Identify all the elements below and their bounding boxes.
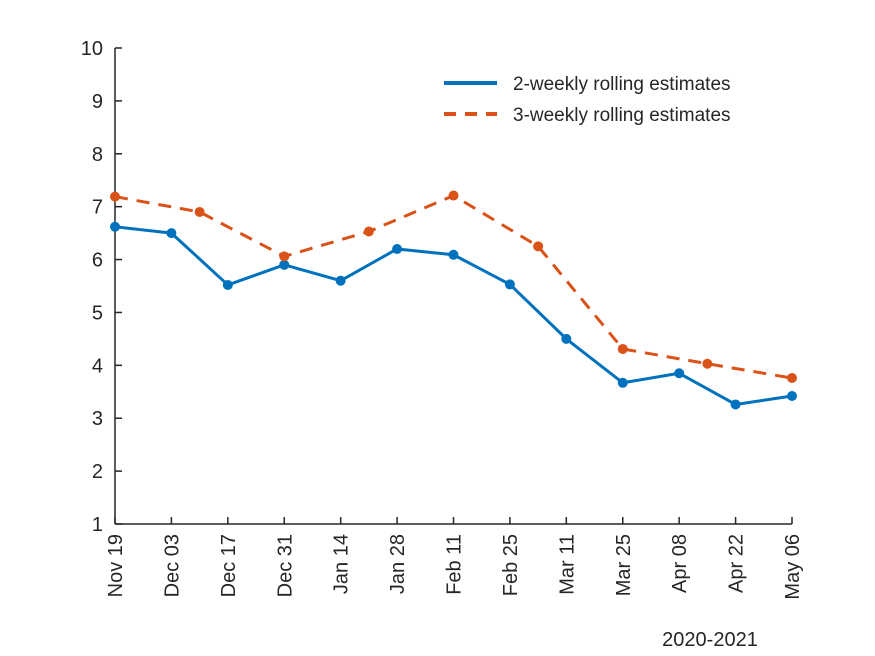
- data-point: [448, 190, 459, 201]
- data-point: [702, 358, 713, 369]
- y-tick-label: 5: [92, 302, 103, 324]
- x-axis-label: 2020-2021: [662, 629, 758, 651]
- y-tick-label: 8: [92, 144, 103, 166]
- legend-label-2-weekly: 2-weekly rolling estimates: [513, 74, 731, 95]
- y-ticks: 1 2 3 4 5 6 7 8 9 10: [81, 38, 122, 536]
- data-point: [335, 275, 346, 286]
- x-tick-label: Dec 31: [274, 534, 296, 597]
- x-ticks: Nov 19 Dec 03 Dec 17 Dec 31 Jan 14 Jan 28 Feb …: [105, 517, 804, 600]
- x-tick-label: Nov 19: [105, 534, 127, 597]
- x-tick-label: Feb 11: [444, 534, 466, 595]
- data-point: [787, 391, 797, 402]
- data-point: [279, 259, 290, 270]
- data-point: [363, 226, 374, 237]
- data-point: [617, 377, 628, 388]
- x-tick-label: Feb 25: [500, 534, 522, 596]
- data-point: [279, 251, 290, 262]
- y-tick-label: 2: [92, 461, 103, 483]
- data-point: [730, 399, 741, 410]
- data-point: [110, 221, 120, 232]
- legend: 2-weekly rolling estimates 3-weekly roll…: [444, 74, 731, 126]
- series-line-1: [114, 194, 793, 380]
- data-point: [392, 243, 403, 254]
- y-tick-label: 1: [92, 514, 103, 536]
- x-tick-label: Apr 08: [669, 534, 691, 593]
- data-point: [448, 249, 459, 260]
- legend-label-3-weekly: 3-weekly rolling estimates: [513, 105, 731, 126]
- data-point: [166, 228, 177, 239]
- y-tick-label: 10: [81, 38, 103, 60]
- data-point: [617, 343, 628, 354]
- x-tick-label: Mar 11: [556, 534, 578, 595]
- data-point: [110, 191, 120, 202]
- y-tick-label: 9: [92, 91, 103, 113]
- y-tick-label: 4: [92, 355, 103, 377]
- x-tick-label: Jan 14: [331, 534, 353, 594]
- y-tick-label: 3: [92, 408, 103, 430]
- data-point: [222, 279, 233, 290]
- y-tick-label: 7: [92, 197, 103, 219]
- data-point: [194, 206, 205, 217]
- x-tick-label: Apr 22: [726, 534, 748, 593]
- data-point: [561, 333, 572, 344]
- x-tick-label: May 06: [782, 534, 804, 600]
- data-point: [504, 279, 515, 290]
- x-tick-label: Mar 25: [613, 534, 635, 596]
- x-tick-label: Dec 03: [161, 534, 183, 597]
- x-tick-label: Jan 28: [387, 534, 409, 594]
- data-point: [533, 241, 544, 252]
- y-tick-label: 6: [92, 250, 103, 272]
- data-point: [674, 368, 685, 379]
- series-group: [110, 190, 797, 410]
- x-tick-label: Dec 17: [218, 534, 240, 597]
- data-point: [787, 373, 797, 384]
